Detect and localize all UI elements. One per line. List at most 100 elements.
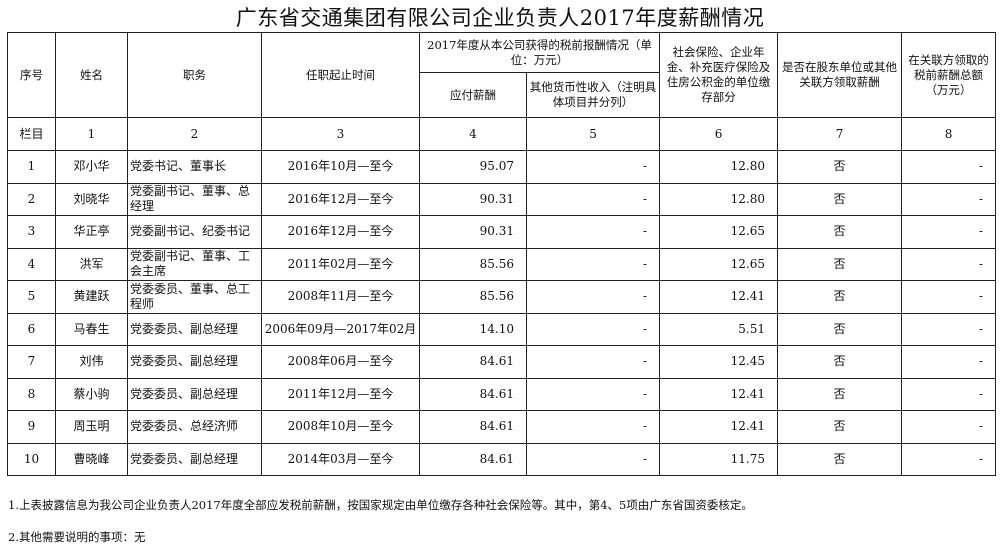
- header-insurance: 社会保险、企业年金、补充医疗保险及住房公积金的单位缴存部分: [659, 32, 779, 118]
- column-number: 1: [55, 117, 128, 151]
- cell-other: -: [525, 312, 661, 346]
- column-number-row: 栏目 1 2 3 4 5 6 7 8: [7, 117, 997, 151]
- cell-salary: 85.56: [419, 247, 527, 281]
- cell-related: -: [901, 150, 997, 184]
- cell-name: 华正亭: [55, 215, 128, 249]
- cell-seq: 9: [7, 410, 56, 444]
- cell-name: 蔡小驹: [55, 377, 128, 411]
- cell-name: 刘伟: [55, 345, 128, 379]
- table-row: 7 刘伟 党委委员、副总经理 2008年06月—至今 84.61-12.45 否 -: [7, 345, 997, 379]
- cell-salary: 84.61: [419, 442, 527, 476]
- cell-insurance: 12.45: [659, 345, 779, 379]
- cell-insurance: 5.51: [659, 312, 779, 346]
- table-row: 8 蔡小驹 党委委员、副总经理 2011年12月—至今 84.61-12.41 否 -: [7, 377, 997, 411]
- cell-salary: 14.10: [419, 312, 527, 346]
- cell-other: -: [525, 150, 661, 184]
- cell-tenure: 2016年10月—至今: [261, 150, 420, 184]
- cell-name: 马春生: [55, 312, 128, 346]
- cell-insurance: 12.65: [659, 247, 779, 281]
- cell-related: -: [901, 247, 997, 281]
- table-row: 6 马春生 党委委员、副总经理 2006年09月—2017年02月 14.10-5.51…: [7, 312, 997, 346]
- header-salary: 应付薪酬: [419, 72, 527, 118]
- cell-related: -: [901, 280, 997, 314]
- cell-related: -: [901, 442, 997, 476]
- header-name: 姓名: [55, 32, 128, 118]
- cell-shareholder: 否: [777, 280, 903, 314]
- cell-other: -: [525, 345, 661, 379]
- header-position: 职务: [127, 32, 262, 118]
- cell-shareholder: 否: [777, 247, 903, 281]
- cell-insurance: 11.75: [659, 442, 779, 476]
- table-row: 10 曹晓峰 党委委员、副总经理 2014年03月—至今 84.61-11.75 否 -: [7, 442, 997, 476]
- cell-other: -: [525, 280, 661, 314]
- cell-seq: 8: [7, 377, 56, 411]
- cell-position: 党委书记、董事长: [127, 150, 262, 184]
- cell-related: -: [901, 410, 997, 444]
- header-other: 其他货币性收入（注明具体项目并分列）: [525, 72, 661, 118]
- table-row: 9 周玉明 党委委员、总经济师 2008年10月—至今 84.61-12.41 否 -: [7, 410, 997, 444]
- cell-shareholder: 否: [777, 150, 903, 184]
- cell-seq: 10: [7, 442, 56, 476]
- cell-other: -: [525, 247, 661, 281]
- cell-other: -: [525, 442, 661, 476]
- cell-position: 党委委员、副总经理: [127, 377, 262, 411]
- column-label: 栏目: [7, 117, 56, 151]
- table-row: 4 洪军 党委副书记、董事、工会主席 2011年02月—至今 85.56-12.65 否 -: [7, 247, 997, 281]
- cell-tenure: 2008年06月—至今: [261, 345, 420, 379]
- header-seq: 序号: [7, 32, 56, 118]
- cell-name: 洪军: [55, 247, 128, 281]
- cell-seq: 7: [7, 345, 56, 379]
- cell-other: -: [525, 182, 661, 216]
- cell-tenure: 2014年03月—至今: [261, 442, 420, 476]
- cell-seq: 1: [7, 150, 56, 184]
- column-number: 3: [261, 117, 420, 151]
- cell-salary: 95.07: [419, 150, 527, 184]
- cell-related: -: [901, 312, 997, 346]
- cell-seq: 2: [7, 182, 56, 216]
- cell-salary: 84.61: [419, 345, 527, 379]
- cell-shareholder: 否: [777, 312, 903, 346]
- table-row: 5 黄建跃 党委委员、董事、总工程师 2008年11月—至今 85.56-12.41 否 -: [7, 280, 997, 314]
- cell-tenure: 2016年12月—至今: [261, 182, 420, 216]
- cell-other: -: [525, 215, 661, 249]
- page-title: 广东省交通集团有限公司企业负责人2017年度薪酬情况: [235, 6, 765, 30]
- cell-related: -: [901, 215, 997, 249]
- salary-table: 序号 姓名 职务 任职起止时间 2017年度从本公司获得的税前报酬情况（单位：万…: [7, 32, 997, 476]
- cell-position: 党委委员、副总经理: [127, 442, 262, 476]
- header-tenure: 任职起止时间: [261, 32, 420, 118]
- cell-other: -: [525, 410, 661, 444]
- cell-salary: 84.61: [419, 410, 527, 444]
- cell-shareholder: 否: [777, 215, 903, 249]
- table-row: 2 刘晓华 党委副书记、董事、总经理 2016年12月—至今 90.31-12.80 否 -: [7, 182, 997, 216]
- cell-name: 邓小华: [55, 150, 128, 184]
- cell-shareholder: 否: [777, 182, 903, 216]
- cell-name: 曹晓峰: [55, 442, 128, 476]
- column-number: 6: [659, 117, 779, 151]
- header-group: 2017年度从本公司获得的税前报酬情况（单位：万元）: [418, 32, 661, 73]
- cell-shareholder: 否: [777, 345, 903, 379]
- cell-shareholder: 否: [777, 377, 903, 411]
- table-row: 3 华正亭 党委副书记、纪委书记 2016年12月—至今 90.31-12.65 否 -: [7, 215, 997, 249]
- cell-insurance: 12.41: [659, 377, 779, 411]
- cell-insurance: 12.80: [659, 150, 779, 184]
- cell-insurance: 12.41: [659, 280, 779, 314]
- cell-tenure: 2016年12月—至今: [261, 215, 420, 249]
- cell-salary: 90.31: [419, 182, 527, 216]
- cell-related: -: [901, 345, 997, 379]
- cell-seq: 5: [7, 280, 56, 314]
- cell-insurance: 12.80: [659, 182, 779, 216]
- cell-position: 党委副书记、董事、工会主席: [127, 247, 262, 281]
- cell-seq: 6: [7, 312, 56, 346]
- header-related: 在关联方领取的税前薪酬总额（万元）: [901, 32, 997, 118]
- cell-position: 党委委员、总经济师: [127, 410, 262, 444]
- column-number: 4: [419, 117, 527, 151]
- cell-position: 党委委员、董事、总工程师: [127, 280, 262, 314]
- table-row: 1 邓小华 党委书记、董事长 2016年10月—至今 95.07-12.80 否 -: [7, 150, 997, 184]
- cell-salary: 84.61: [419, 377, 527, 411]
- note-1: 1.上表披露信息为我公司企业负责人2017年度全部应发税前薪酬，按国家规定由单位…: [8, 498, 753, 512]
- note-2: 2.其他需要说明的事项：无: [8, 530, 146, 544]
- cell-related: -: [901, 377, 997, 411]
- cell-salary: 90.31: [419, 215, 527, 249]
- cell-related: -: [901, 182, 997, 216]
- cell-tenure: 2008年11月—至今: [261, 280, 420, 314]
